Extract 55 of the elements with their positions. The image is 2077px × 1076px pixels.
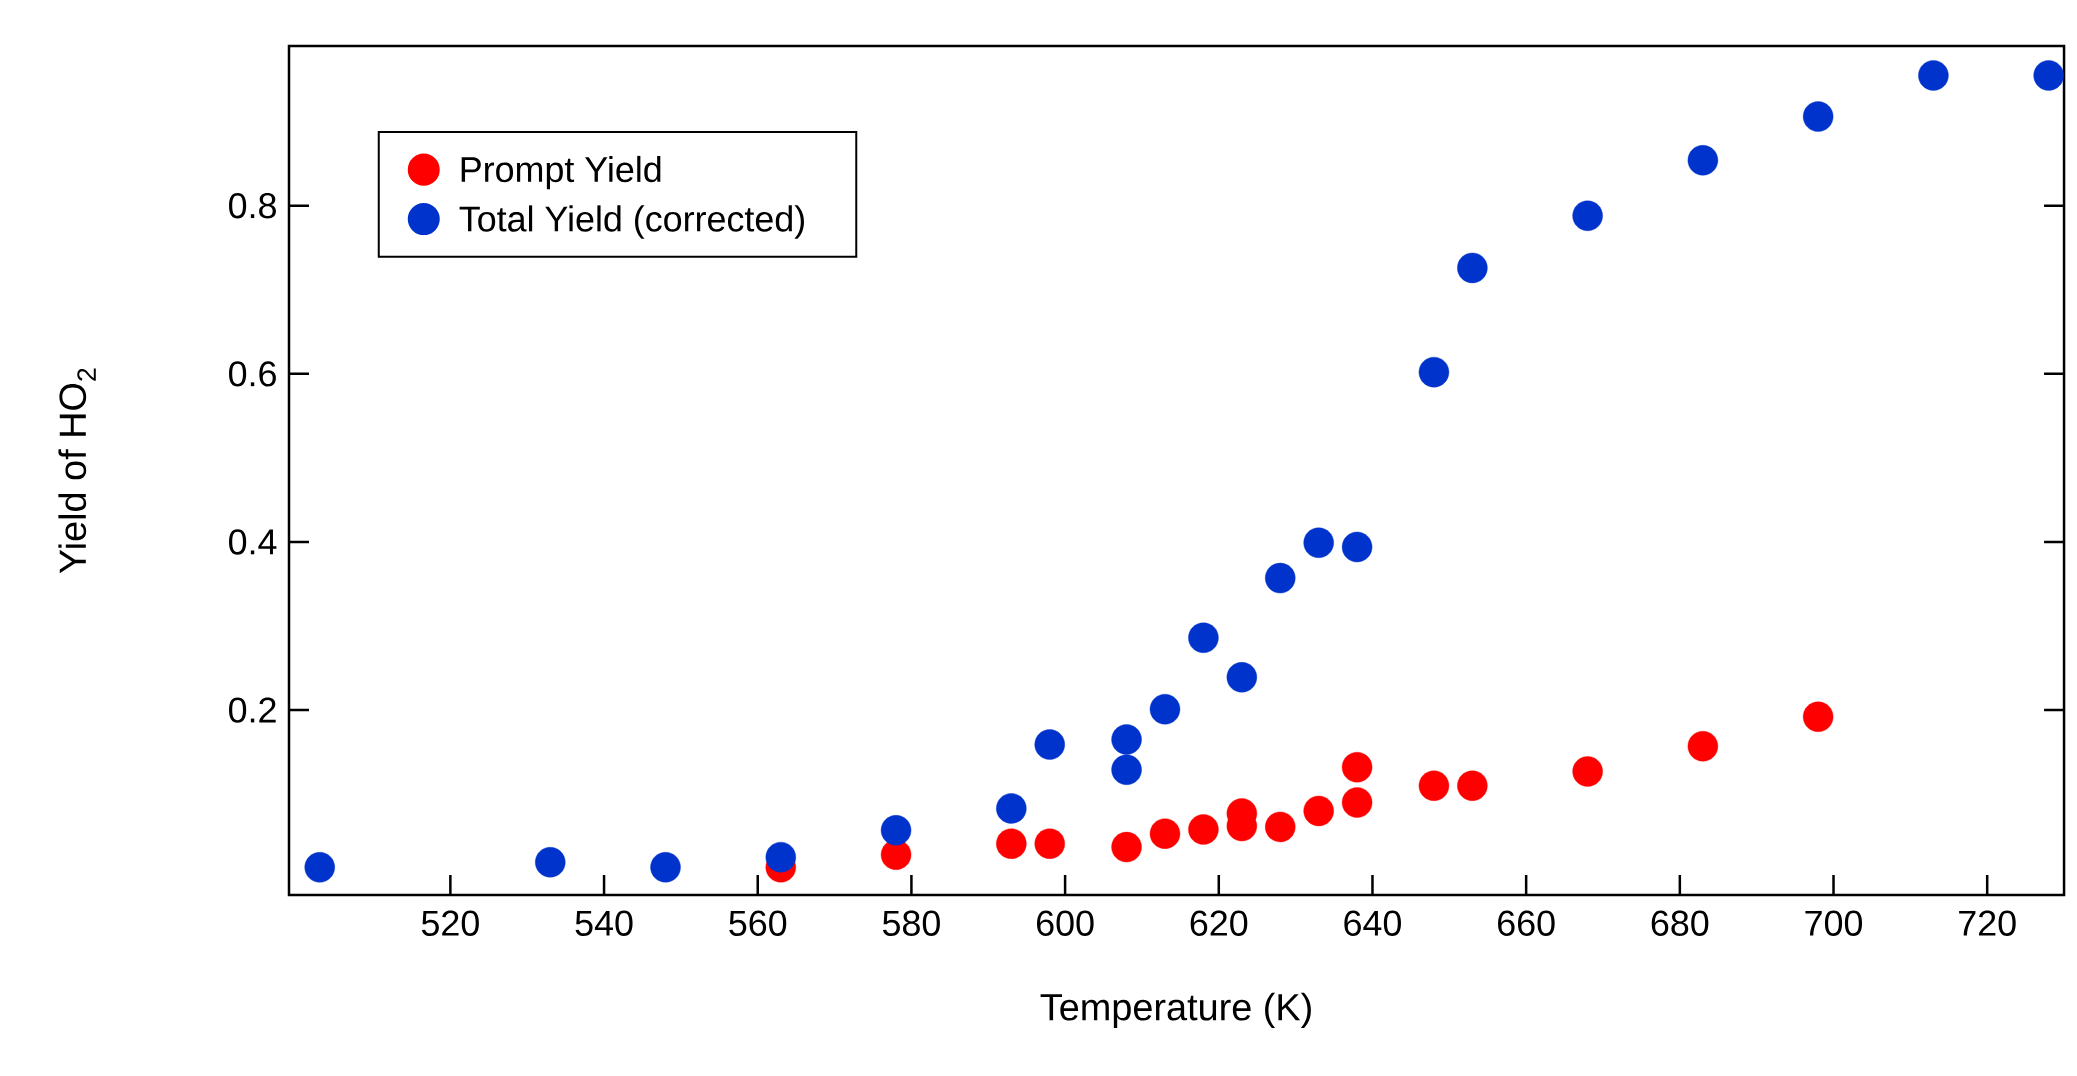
point <box>535 847 566 878</box>
point <box>1687 145 1719 176</box>
x-tick-label: 600 <box>1037 910 1094 936</box>
point <box>1572 756 1603 787</box>
point <box>1034 828 1065 859</box>
point <box>996 793 1027 824</box>
x-tick-label: 540 <box>575 910 633 936</box>
point <box>1418 770 1450 801</box>
legend-label: Total Yield (corrected) <box>459 205 804 239</box>
point <box>1111 831 1142 863</box>
x-axis-title: Temperature (K) <box>1040 992 1311 1029</box>
point <box>1265 562 1296 594</box>
y-tick-label: 0.6 <box>229 361 276 387</box>
x-tick-label: 560 <box>729 910 787 936</box>
point <box>996 828 1027 859</box>
point <box>1802 701 1834 732</box>
y-tick-label: 0.2 <box>229 697 276 723</box>
point <box>2033 60 2064 91</box>
point <box>1265 811 1296 843</box>
x-tick-label: 640 <box>1344 910 1401 936</box>
point <box>304 852 335 883</box>
point <box>1418 356 1450 388</box>
point <box>1457 770 1488 801</box>
y-tick-label: 0.4 <box>229 529 277 555</box>
point <box>650 852 681 883</box>
y-axis-title: Yield of HO$_{2}$ <box>58 368 96 574</box>
point <box>765 841 796 873</box>
x-tick-label: 680 <box>1651 910 1709 936</box>
point <box>1341 752 1373 783</box>
point <box>1034 729 1065 760</box>
legend-label: Prompt Yield <box>461 155 661 190</box>
x-tick-label: 520 <box>421 910 479 936</box>
point <box>1457 252 1488 284</box>
point <box>1687 731 1719 762</box>
point <box>1341 531 1373 563</box>
x-tick-label: 700 <box>1805 910 1863 936</box>
point <box>1111 754 1142 785</box>
point <box>1303 795 1334 827</box>
x-tick-label: 580 <box>882 910 940 936</box>
point <box>1341 787 1373 818</box>
point <box>1149 694 1181 725</box>
point <box>1226 662 1258 693</box>
point <box>1572 200 1603 231</box>
point <box>1188 622 1219 653</box>
point <box>1802 101 1834 132</box>
point <box>880 815 912 846</box>
point <box>1188 814 1219 845</box>
point <box>1149 818 1181 849</box>
y-tick-label: 0.8 <box>229 193 276 219</box>
point <box>1918 60 1949 91</box>
x-tick-label: 660 <box>1498 910 1555 936</box>
point <box>1303 527 1334 558</box>
x-tick-label: 720 <box>1959 910 2016 936</box>
point <box>1111 724 1142 755</box>
x-tick-label: 620 <box>1190 910 1248 936</box>
